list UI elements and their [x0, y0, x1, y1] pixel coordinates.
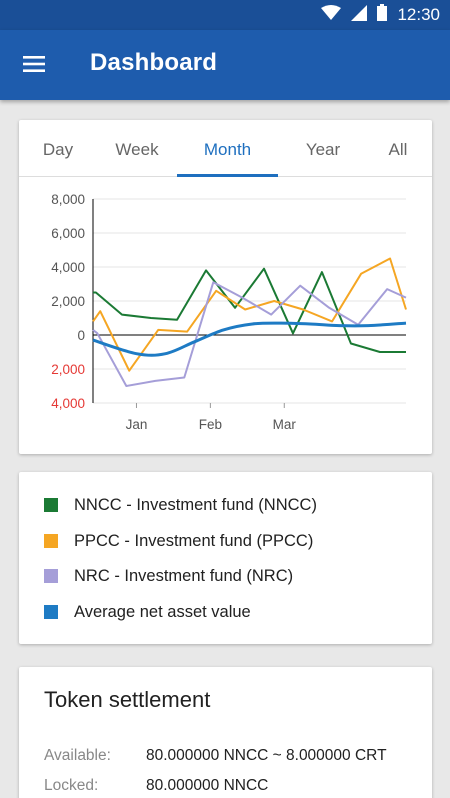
x-tick-label: Jan	[126, 417, 148, 432]
legend-swatch-ppcc	[44, 534, 58, 548]
locked-label: Locked:	[44, 777, 99, 794]
legend-item-nrc: NRC - Investment fund (NRC)	[44, 566, 293, 586]
legend-label: NNCC - Investment fund (NNCC)	[74, 495, 317, 514]
tab-week[interactable]: Week	[115, 140, 159, 159]
y-tick-label: 2,000	[51, 362, 85, 377]
legend-swatch-average	[44, 605, 58, 619]
series-line-1	[92, 257, 407, 372]
series-line-0	[93, 267, 406, 353]
period-tabs: Day Week Month Year All	[19, 120, 432, 177]
series-line-3	[92, 321, 407, 357]
tab-year[interactable]: Year	[305, 140, 341, 159]
y-tick-label: 4,000	[51, 396, 85, 411]
chart-card: Day Week Month Year All 8,000 6,000 4,000 2…	[19, 120, 432, 454]
y-tick-label: 4,000	[51, 260, 85, 275]
available-value: 80.000000 NNCC ~ 8.000000 CRT	[146, 747, 387, 764]
legend-label: NRC - Investment fund (NRC)	[74, 566, 294, 585]
locked-value: 80.000000 NNCC	[146, 777, 269, 794]
y-tick-label: 6,000	[51, 226, 85, 241]
series-line-2	[92, 281, 407, 387]
tab-indicator	[177, 174, 278, 177]
legend-label: Average net asset value	[74, 602, 251, 621]
available-row: Available: 80.000000 NNCC ~ 8.000000 CRT	[44, 747, 387, 765]
y-tick-label: 8,000	[51, 192, 85, 207]
legend-item-average: Average net asset value	[44, 602, 251, 622]
x-tick-label: Mar	[273, 417, 297, 432]
locked-row: Locked: 80.000000 NNCC	[44, 777, 268, 795]
x-tick-label: Feb	[199, 417, 222, 432]
status-icons: 12:30	[321, 4, 440, 26]
line-chart: 8,000 6,000 4,000 2,000 0 2,000 4,000 Jan Feb Mar	[51, 192, 407, 432]
page-title: Dashboard	[90, 49, 218, 76]
y-tick-label: 0	[77, 328, 85, 343]
hamburger-menu-icon	[23, 55, 45, 77]
tab-all[interactable]: All	[388, 140, 408, 159]
battery-icon	[377, 4, 388, 26]
menu-button[interactable]	[14, 46, 54, 86]
y-tick-label: 2,000	[51, 294, 85, 309]
signal-icon	[351, 4, 368, 26]
legend-card: NNCC - Investment fund (NNCC) PPCC - Inv…	[19, 472, 432, 644]
token-settlement-title: Token settlement	[44, 687, 211, 712]
token-settlement-card: Token settlement Available: 80.000000 NNC…	[19, 667, 432, 798]
legend-item-nncc: NNCC - Investment fund (NNCC)	[44, 495, 317, 515]
tab-day[interactable]: Day	[42, 140, 74, 159]
tab-month[interactable]: Month	[203, 140, 252, 159]
legend-label: PPCC - Investment fund (PPCC)	[74, 531, 314, 550]
status-time: 12:30	[397, 5, 440, 24]
status-bar: 12:30	[0, 0, 450, 30]
legend-swatch-nrc	[44, 569, 58, 583]
legend-swatch-nncc	[44, 498, 58, 512]
wifi-icon	[321, 4, 342, 26]
app-bar: Dashboard	[0, 30, 450, 100]
available-label: Available:	[44, 747, 111, 764]
legend-item-ppcc: PPCC - Investment fund (PPCC)	[44, 531, 313, 551]
